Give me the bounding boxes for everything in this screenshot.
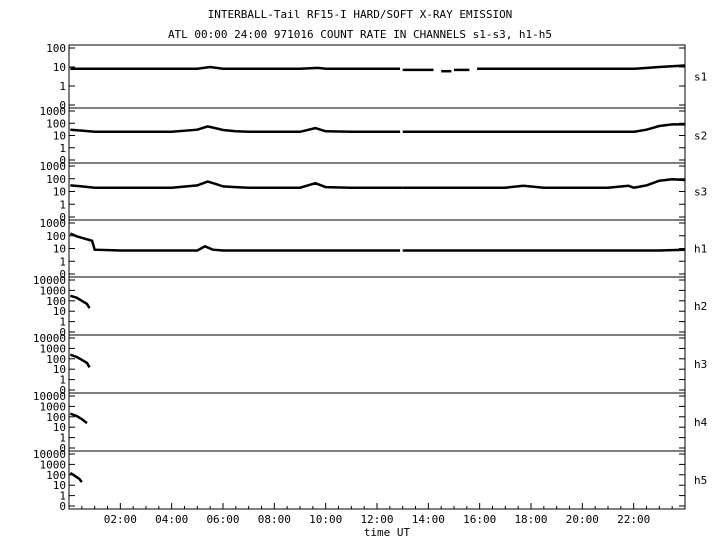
y-tick-label-s1: 100 [46,42,66,55]
chart-subtitle: ATL 00:00 24:00 971016 COUNT RATE IN CHA… [167,28,553,41]
y-tick-label-h5: 10 [53,479,66,492]
y-tick-label-h3: 10 [53,363,66,376]
panel-frame-h3 [68,334,686,394]
panel-frame-h5 [68,450,686,510]
panel-frame-h2 [68,276,686,336]
y-tick-label-h2: 10000 [33,274,66,287]
panel-label-h1: h1 [694,243,707,256]
y-tick-label-h1: 10 [53,243,66,256]
y-tick-label-h1: 100 [46,230,66,243]
series-line-s3 [70,180,403,189]
series-line-s3 [402,178,686,189]
panel-label-h3: h3 [694,358,707,371]
y-tick-label-h2: 1 [59,316,66,329]
panel-label-h2: h2 [694,300,707,313]
y-tick-label-s3: 0 [59,211,66,224]
x-tick-label: 20:00 [566,513,599,526]
y-tick-label-s2: 0 [59,154,66,167]
y-tick-label-s1: 0 [59,99,66,112]
y-tick-label-s2: 100 [46,117,66,130]
panel-frame-s1 [68,44,686,109]
y-tick-label-h2: 10 [53,305,66,318]
series-line-h5 [69,471,83,483]
x-tick-label: 12:00 [360,513,393,526]
series-line-h4 [69,412,88,425]
panel-label-h4: h4 [694,416,708,429]
x-tick-label: 18:00 [514,513,547,526]
y-tick-label-s2: 1000 [40,105,67,118]
y-tick-label-s3: 1000 [40,160,67,173]
x-tick-label: 10:00 [309,513,342,526]
y-tick-label-h2: 1000 [40,284,67,297]
series-line-s2 [402,123,685,134]
panel-frame-h4 [68,392,686,452]
y-tick-label-h4: 10 [53,421,66,434]
y-tick-label-h1: 0 [59,268,66,281]
x-tick-label: 22:00 [617,513,650,526]
y-tick-label-h4: 100 [46,411,66,424]
panel-frame-s3 [68,162,686,221]
y-tick-label-h5: 100 [46,469,66,482]
panel-label-s2: s2 [694,130,707,143]
series-line-h1 [402,248,686,252]
series-line-h3 [69,353,91,369]
y-tick-label-s1: 10 [53,61,66,74]
y-tick-label-h5: 10000 [33,448,66,461]
y-tick-label-h5: 1 [59,490,66,503]
y-tick-label-h4: 0 [59,442,66,455]
series-line-s1 [70,65,401,71]
series-line-h2 [69,294,91,309]
panel-label-h5: h5 [694,474,707,487]
y-tick-label-h4: 1000 [40,400,67,413]
panel-frame-h1 [68,219,686,278]
y-tick-label-s2: 1 [59,142,66,155]
x-tick-label: 16:00 [463,513,496,526]
chart-title: INTERBALL-Tail RF15-I HARD/SOFT X-RAY EM… [207,8,513,21]
x-tick-label: 04:00 [155,513,188,526]
x-tick-label: 14:00 [412,513,445,526]
y-tick-label-s2: 10 [53,130,66,143]
y-tick-label-h1: 1 [59,255,66,268]
y-tick-label-s3: 100 [46,173,66,186]
y-tick-label-h5: 0 [59,500,66,513]
y-tick-label-s3: 10 [53,186,66,199]
y-tick-label-s1: 1 [59,80,66,93]
series-line-h1 [69,232,401,252]
y-tick-label-h3: 1000 [40,342,67,355]
series-line-s2 [70,125,401,134]
y-tick-label-s3: 1 [59,198,66,211]
x-axis-label: time UT [364,526,411,539]
y-tick-label-h3: 0 [59,384,66,397]
panel-label-s3: s3 [694,186,707,199]
x-tick-label: 06:00 [206,513,239,526]
y-tick-label-h1: 1000 [40,217,67,230]
y-tick-label-h3: 100 [46,353,66,366]
y-tick-label-h3: 1 [59,374,66,387]
y-tick-label-h3: 10000 [33,332,66,345]
x-tick-label: 02:00 [104,513,137,526]
y-tick-label-h2: 0 [59,326,66,339]
panel-label-s1: s1 [694,71,707,84]
x-tick-label: 08:00 [258,513,291,526]
y-tick-label-h2: 100 [46,295,66,308]
y-tick-label-h4: 10000 [33,390,66,403]
series-line-s1 [477,64,686,71]
y-tick-label-h4: 1 [59,432,66,445]
panel-frame-s2 [68,107,686,164]
y-tick-label-h5: 1000 [40,458,67,471]
